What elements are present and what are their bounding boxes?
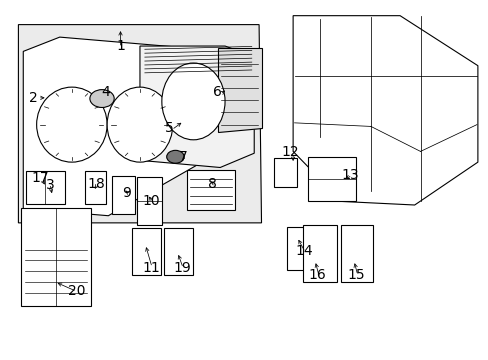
- Polygon shape: [85, 171, 106, 204]
- Polygon shape: [286, 227, 308, 270]
- Text: 17: 17: [31, 171, 49, 185]
- Text: 18: 18: [88, 176, 105, 190]
- Text: 14: 14: [294, 244, 312, 258]
- Text: 5: 5: [164, 121, 173, 135]
- Text: 1: 1: [116, 39, 125, 53]
- Text: 4: 4: [102, 85, 110, 99]
- Polygon shape: [26, 171, 64, 204]
- Polygon shape: [21, 208, 91, 306]
- Polygon shape: [23, 37, 196, 216]
- Text: 2: 2: [29, 91, 37, 105]
- Polygon shape: [140, 46, 254, 167]
- Polygon shape: [292, 16, 477, 205]
- Polygon shape: [112, 176, 135, 214]
- Ellipse shape: [37, 87, 107, 162]
- Text: 6: 6: [213, 85, 222, 99]
- Polygon shape: [273, 158, 296, 187]
- Ellipse shape: [107, 87, 172, 162]
- Text: 10: 10: [142, 194, 160, 208]
- Polygon shape: [217, 48, 261, 132]
- Text: 7: 7: [179, 150, 188, 164]
- Polygon shape: [164, 228, 193, 275]
- Circle shape: [90, 90, 114, 108]
- Text: 8: 8: [208, 177, 217, 191]
- Text: 15: 15: [347, 268, 365, 282]
- Text: 11: 11: [142, 261, 160, 275]
- Text: 13: 13: [341, 168, 359, 182]
- Text: 3: 3: [45, 178, 54, 192]
- Text: 9: 9: [122, 185, 131, 199]
- Polygon shape: [340, 225, 372, 282]
- Polygon shape: [131, 228, 161, 275]
- Polygon shape: [187, 170, 234, 210]
- Polygon shape: [307, 157, 356, 201]
- Polygon shape: [136, 177, 162, 225]
- Circle shape: [166, 150, 184, 163]
- Polygon shape: [302, 225, 336, 282]
- Ellipse shape: [162, 63, 224, 140]
- Text: 12: 12: [281, 145, 299, 159]
- Text: 16: 16: [308, 268, 325, 282]
- Polygon shape: [19, 24, 261, 223]
- Text: 19: 19: [173, 261, 191, 275]
- Text: 20: 20: [68, 284, 85, 298]
